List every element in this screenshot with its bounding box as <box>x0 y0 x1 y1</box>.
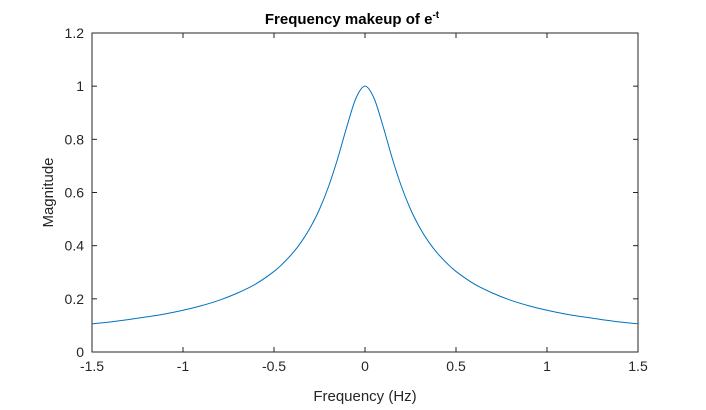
y-axis-label: Magnitude <box>40 157 57 227</box>
y-tick-label: 0.4 <box>65 238 85 254</box>
x-axis-label: Frequency (Hz) <box>313 388 416 405</box>
chart-title-superscript: -t <box>432 10 439 21</box>
x-tick-label: 1.5 <box>628 358 648 374</box>
x-tick-label: -0.5 <box>262 358 286 374</box>
series-lines <box>91 85 639 325</box>
series-line <box>91 85 639 325</box>
y-tick-label: 0 <box>76 344 84 360</box>
y-tick-label: 0.6 <box>65 185 85 201</box>
x-tick-label: -1.5 <box>80 358 104 374</box>
y-tick-label: 0.2 <box>65 291 85 307</box>
x-tick-label: 0 <box>361 358 369 374</box>
x-tick-label: 1 <box>543 358 551 374</box>
chart-title: Frequency makeup of e-t <box>265 10 440 28</box>
y-tick-label: 1.2 <box>65 25 85 41</box>
chart-title-base: Frequency makeup of e <box>265 11 433 28</box>
x-tick-label: 0.5 <box>446 358 466 374</box>
axis-ticks: -1.5 -1 -0.5 0 0.5 1 1.5 0 0.2 0.4 0.6 0.8 1 1.2 <box>65 25 648 374</box>
plot-area-frame <box>91 32 639 353</box>
x-tick-label: -1 <box>177 358 190 374</box>
y-tick-label: 0.8 <box>65 131 85 147</box>
y-tick-label: 1 <box>76 78 84 94</box>
